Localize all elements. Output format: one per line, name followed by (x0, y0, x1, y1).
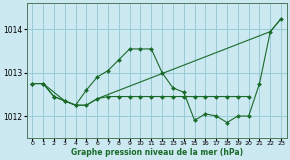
X-axis label: Graphe pression niveau de la mer (hPa): Graphe pression niveau de la mer (hPa) (71, 148, 243, 156)
